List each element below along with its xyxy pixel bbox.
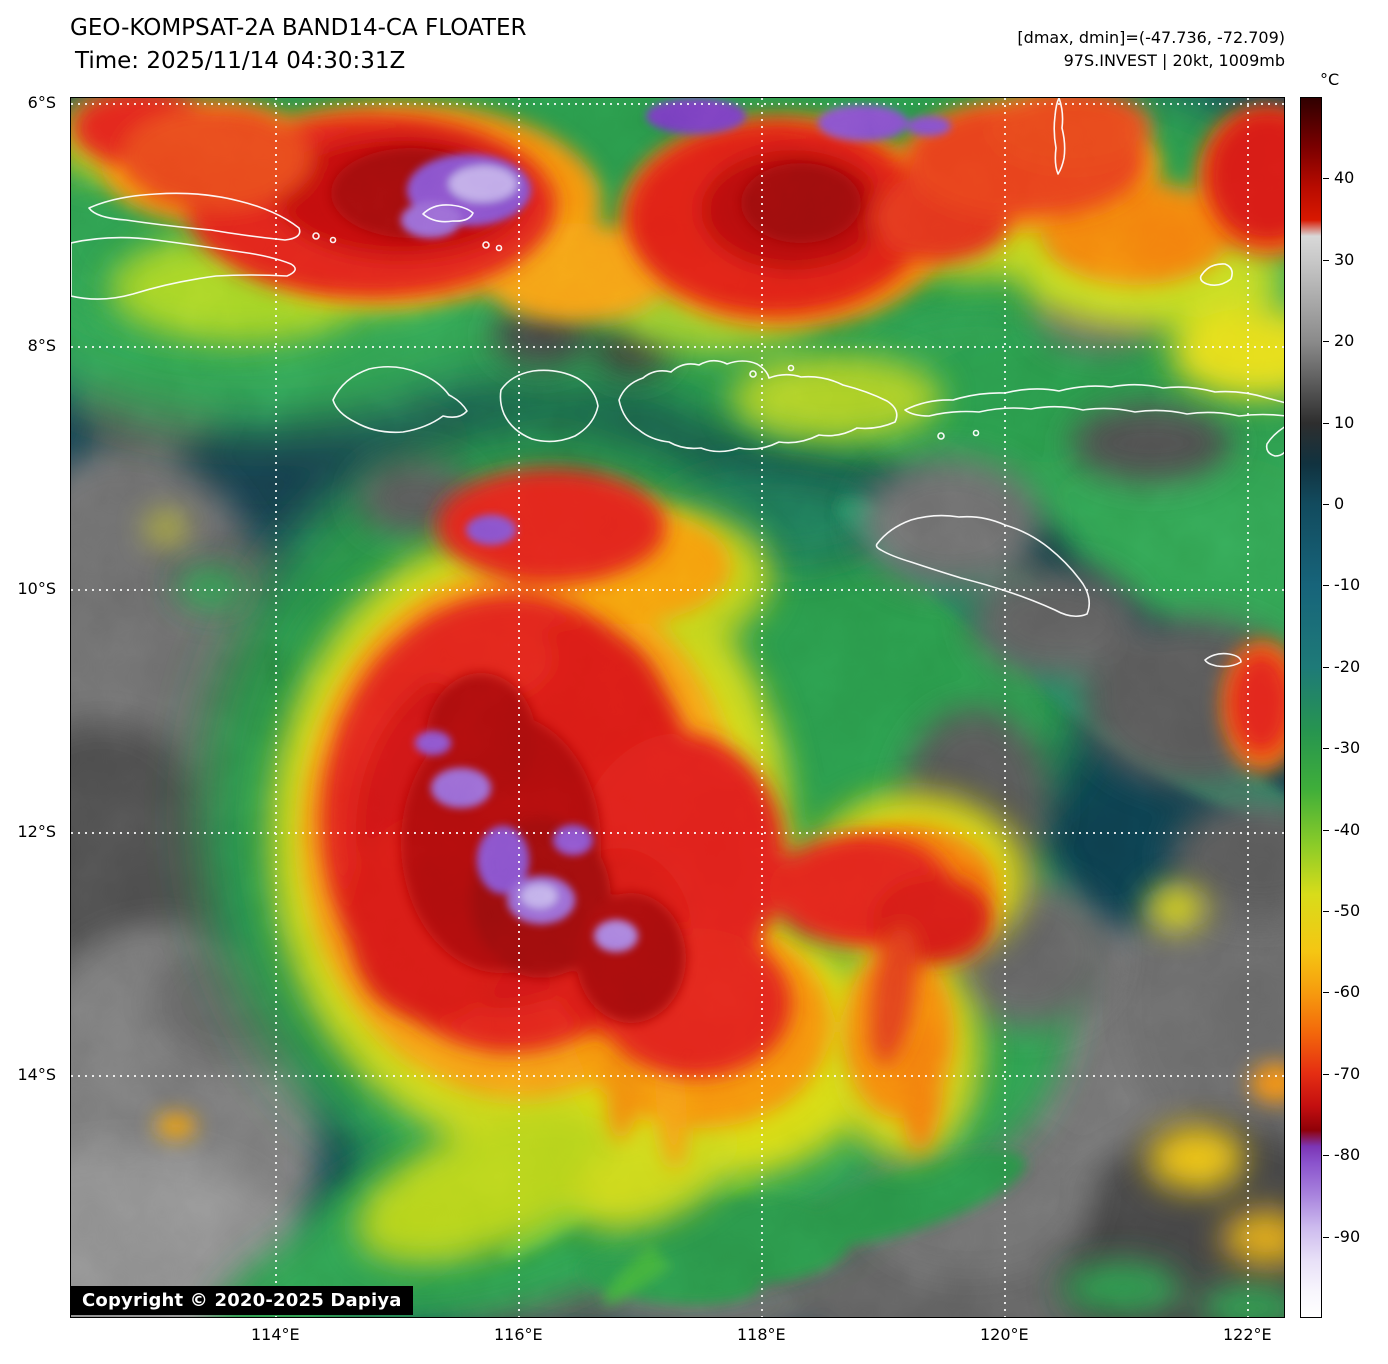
colorbar-tick-mark (1323, 341, 1329, 343)
info-block: [dmax, dmin]=(-47.736, -72.709) 97S.INVE… (1017, 26, 1285, 72)
colorbar-unit-label: °C (1320, 70, 1340, 89)
storm-info-readout: 97S.INVEST | 20kt, 1009mb (1063, 51, 1285, 70)
longitude-label: 114°E (251, 1325, 300, 1344)
longitude-label: 116°E (494, 1325, 543, 1344)
temperature-colorbar (1300, 97, 1322, 1318)
cloud-texture-noise (71, 98, 1284, 1317)
latitude-label: 8°S (27, 336, 56, 356)
coastline-flores-chain (904, 383, 1284, 417)
colorbar-tick-label: -60 (1334, 982, 1361, 1002)
dmax-dmin-readout: [dmax, dmin]=(-47.736, -72.709) (1017, 28, 1285, 47)
coastline-timor-tip (1265, 426, 1284, 457)
colorbar-tick-mark (1323, 259, 1329, 261)
colorbar-tick-label: -30 (1334, 738, 1361, 758)
coastline-east-java (71, 236, 296, 300)
colorbar-tick-mark (1323, 504, 1329, 505)
colorbar-tick-mark (1323, 585, 1329, 587)
coastline-alor (1199, 263, 1233, 286)
copyright-badge: Copyright © 2020-2025 Dapiya (71, 1286, 413, 1315)
coastline-sumbawa (618, 359, 898, 453)
colorbar-tick-label: 20 (1334, 331, 1355, 351)
colorbar-tick-label: 40 (1334, 168, 1355, 188)
colorbar-tick-label: 30 (1334, 249, 1355, 269)
colorbar-tick-label: -90 (1334, 1226, 1361, 1246)
coastline-sumba (875, 514, 1091, 618)
colorbar-tick-mark (1323, 422, 1329, 424)
latitude-label: 14°S (17, 1065, 56, 1084)
image-title: GEO-KOMPSAT-2A BAND14-CA FLOATER (70, 15, 527, 41)
colorbar-tick-label: -20 (1334, 656, 1361, 676)
colorbar-tick-mark (1323, 178, 1329, 180)
colorbar-tick-label: 10 (1334, 412, 1355, 432)
coastlines (71, 98, 1284, 668)
title-block: GEO-KOMPSAT-2A BAND14-CA FLOATER Time: 2… (70, 12, 526, 78)
coastline-bali (332, 365, 468, 434)
colorbar-tick-mark (1323, 748, 1329, 750)
colorbar-tick-mark (1323, 911, 1329, 912)
longitude-label: 120°E (980, 1325, 1029, 1344)
colorbar-tick-label: -80 (1334, 1145, 1361, 1165)
latitude-label: 12°S (17, 822, 56, 842)
image-timestamp: Time: 2025/11/14 04:30:31Z (75, 48, 406, 74)
coastline-lombok (499, 369, 599, 443)
colorbar-tick-label: -70 (1334, 1063, 1361, 1083)
colorbar-tick-mark (1323, 829, 1329, 831)
coastline-kangean (422, 204, 474, 223)
latitude-label: 6°S (27, 93, 56, 113)
coastline-madura (88, 192, 301, 241)
colorbar-tick-mark (1323, 992, 1329, 994)
colorbar-tick-mark (1323, 1155, 1329, 1157)
colorbar-tick-label: -10 (1334, 575, 1361, 595)
colorbar-tick-mark (1323, 1236, 1329, 1238)
longitude-label: 118°E (737, 1325, 786, 1344)
colorbar-tick-label: 0 (1334, 494, 1345, 513)
satellite-cloud-imagery (71, 98, 1284, 1317)
colorbar-tick-label: -50 (1334, 901, 1361, 920)
coastline-selayar (1053, 98, 1066, 175)
coastline-savu (1204, 652, 1242, 668)
colorbar-tick-mark (1323, 1073, 1329, 1075)
satellite-map: Copyright © 2020-2025 Dapiya (70, 97, 1285, 1318)
colorbar-tick-mark (1323, 666, 1329, 668)
longitude-label: 122°E (1223, 1325, 1272, 1344)
colorbar-tick-label: -40 (1334, 819, 1361, 839)
latitude-label: 10°S (17, 579, 56, 599)
